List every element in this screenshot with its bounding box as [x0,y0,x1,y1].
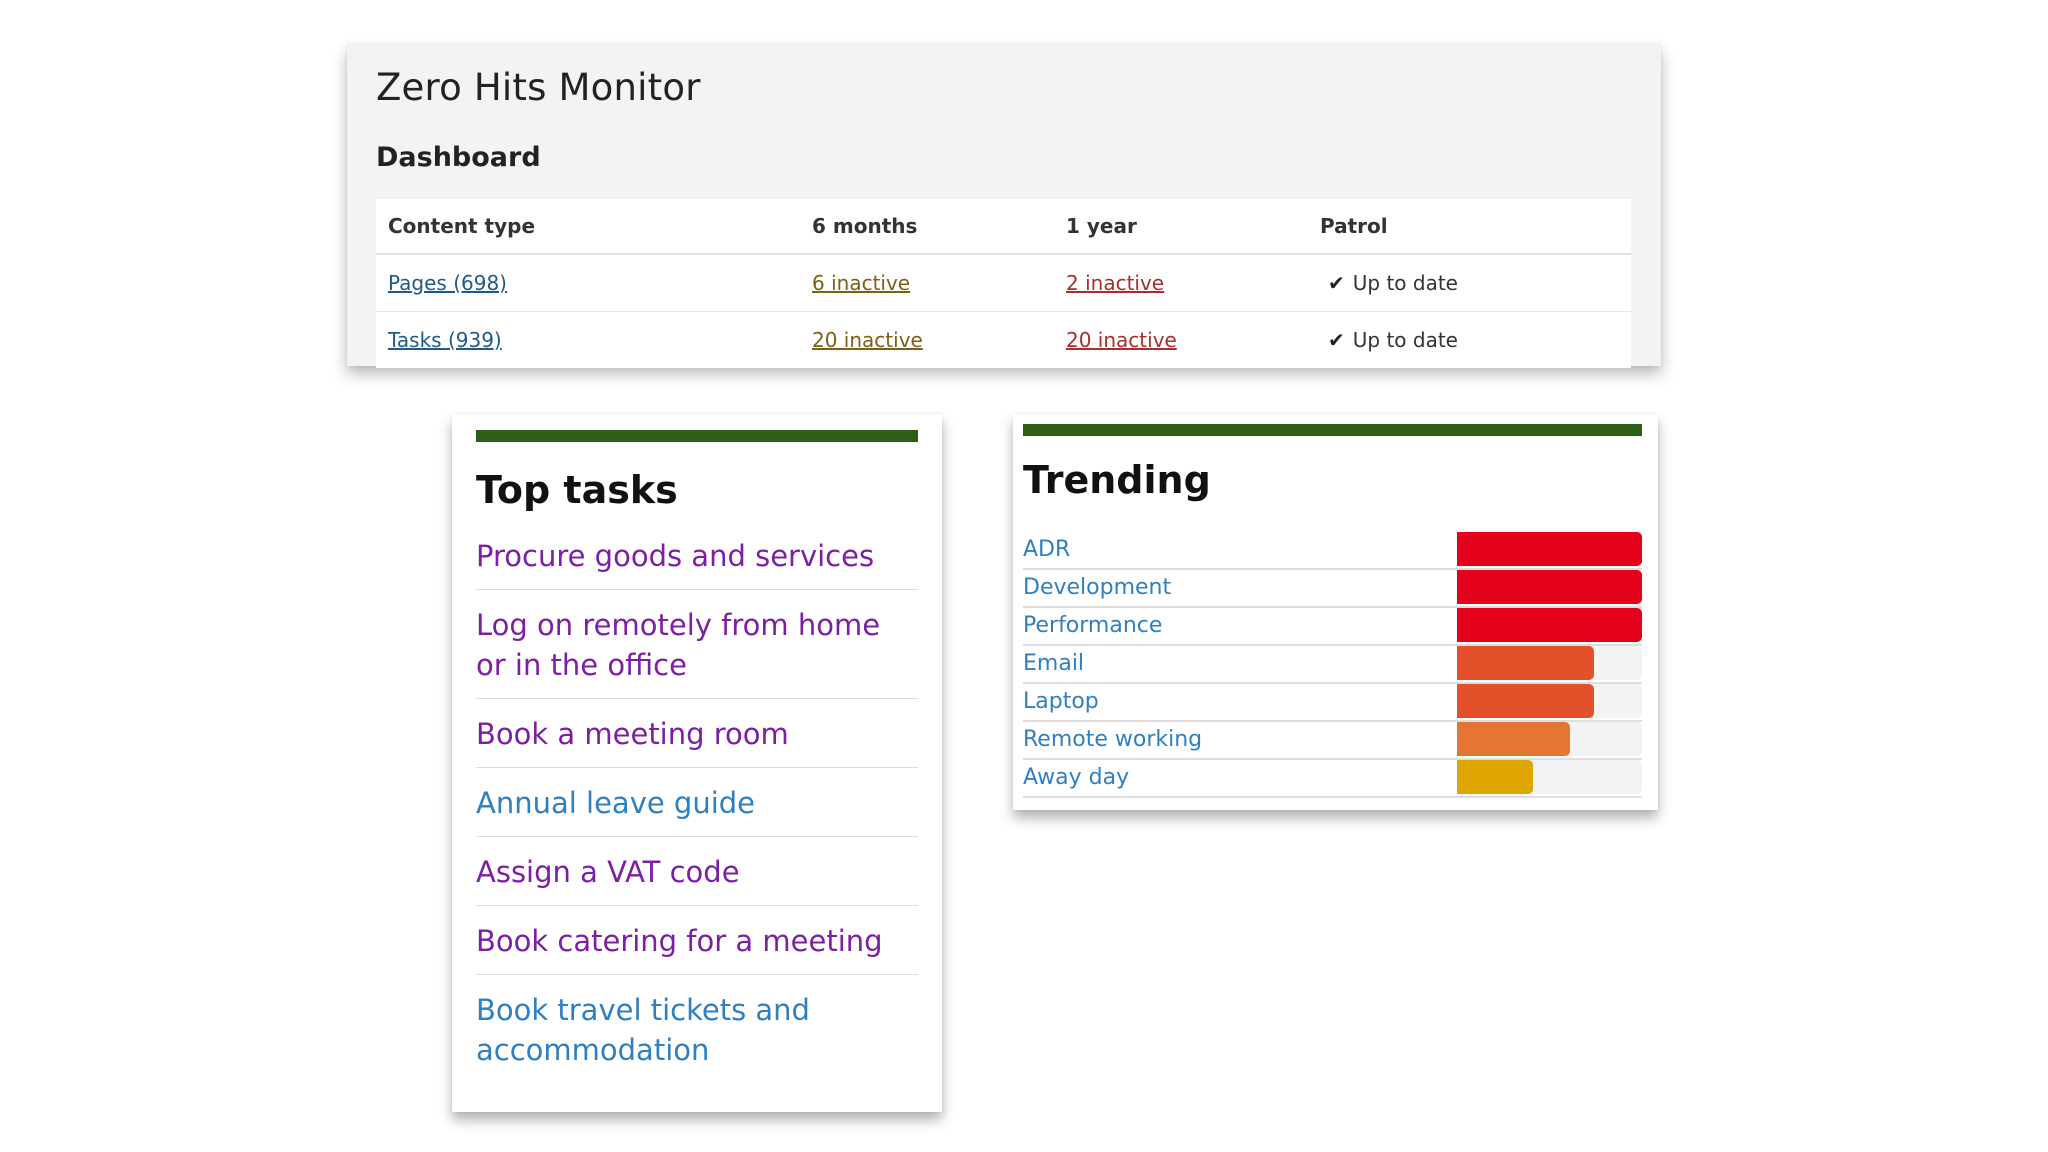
trend-bar-fill [1457,532,1642,566]
dashboard-table: Content type 6 months 1 year Patrol Page… [376,199,1631,368]
pages-6-months-inactive-link[interactable]: 6 inactive [812,271,911,295]
checkmark-icon: ✔ [1328,271,1345,295]
list-item: Assign a VAT code [476,852,918,906]
trend-bar-track [1457,570,1642,604]
trending-topic-link[interactable]: ADR [1023,537,1071,562]
page-title: Zero Hits Monitor [376,66,701,109]
tasks-6-months-inactive-link[interactable]: 20 inactive [812,328,923,352]
trend-bar-fill [1457,722,1570,756]
trending-row: Development [1023,570,1642,608]
one-year-cell: 20 inactive [1054,312,1308,369]
dashboard-subtitle: Dashboard [376,142,541,173]
column-header-6-months: 6 months [800,199,1054,255]
table-row: Pages (698) 6 inactive 2 inactive ✔ Up to… [376,254,1631,312]
trend-bar-track [1457,684,1642,718]
top-task-link[interactable]: Book travel tickets and accommodation [476,993,810,1067]
top-task-link[interactable]: Book a meeting room [476,717,789,751]
column-header-1-year: 1 year [1054,199,1308,255]
trending-row: Performance [1023,608,1642,646]
trend-bar-fill [1457,760,1533,794]
list-item: Procure goods and services [476,536,918,590]
trending-row: ADR [1023,532,1642,570]
top-task-link[interactable]: Log on remotely from home or in the offi… [476,608,881,682]
trending-topic-link[interactable]: Away day [1023,765,1130,790]
trending-row: Email [1023,646,1642,684]
list-item: Annual leave guide [476,783,918,837]
patrol-cell: ✔ Up to date [1308,312,1631,369]
trending-row: Laptop [1023,684,1642,722]
trending-topic-link[interactable]: Laptop [1023,689,1099,714]
trending-topic-link[interactable]: Remote working [1023,727,1203,752]
zero-hits-monitor-card: Zero Hits Monitor Dashboard Content type… [347,44,1661,368]
trend-bar-track [1457,608,1642,642]
top-tasks-accent-bar [476,430,918,442]
six-months-cell: 20 inactive [800,312,1054,369]
table-row: Tasks (939) 20 inactive 20 inactive ✔ Up … [376,312,1631,369]
trend-bar-fill [1457,608,1642,642]
top-task-link[interactable]: Book catering for a meeting [476,924,883,958]
patrol-status: Up to date [1352,271,1458,295]
trend-bar-fill [1457,570,1642,604]
column-header-patrol: Patrol [1308,199,1631,255]
trending-accent-bar [1023,424,1642,436]
list-item: Book travel tickets and accommodation [476,990,918,1083]
pages-link[interactable]: Pages (698) [388,271,507,295]
list-item: Book catering for a meeting [476,921,918,975]
top-tasks-heading: Top tasks [476,468,678,512]
top-tasks-list: Procure goods and services Log on remotel… [476,536,918,1083]
tasks-1-year-inactive-link[interactable]: 20 inactive [1066,328,1177,352]
checkmark-icon: ✔ [1328,328,1345,352]
trend-bar-fill [1457,646,1594,680]
top-task-link[interactable]: Annual leave guide [476,786,756,820]
trending-topic-link[interactable]: Email [1023,651,1085,676]
trend-bar-track [1457,646,1642,680]
trending-list: ADR Development Performance Email Laptop Remo… [1023,532,1642,798]
trending-heading: Trending [1023,458,1211,502]
table-header-row: Content type 6 months 1 year Patrol [376,199,1631,255]
six-months-cell: 6 inactive [800,254,1054,312]
content-type-cell: Tasks (939) [376,312,800,369]
trending-row: Remote working [1023,722,1642,760]
trending-row: Away day [1023,760,1642,798]
column-header-content-type: Content type [376,199,800,255]
list-item: Book a meeting room [476,714,918,768]
list-item: Log on remotely from home or in the offi… [476,605,918,699]
top-task-link[interactable]: Assign a VAT code [476,855,740,889]
trend-bar-track [1457,722,1642,756]
top-tasks-card: Top tasks Procure goods and services Log … [452,414,942,1112]
trend-bar-track [1457,532,1642,566]
trending-topic-link[interactable]: Performance [1023,613,1163,638]
one-year-cell: 2 inactive [1054,254,1308,312]
trending-card: Trending ADR Development Performance Email L… [1013,414,1658,810]
tasks-link[interactable]: Tasks (939) [388,328,502,352]
patrol-cell: ✔ Up to date [1308,254,1631,312]
top-task-link[interactable]: Procure goods and services [476,539,875,573]
trend-bar-track [1457,760,1642,794]
content-type-cell: Pages (698) [376,254,800,312]
pages-1-year-inactive-link[interactable]: 2 inactive [1066,271,1165,295]
patrol-status: Up to date [1352,328,1458,352]
trend-bar-fill [1457,684,1594,718]
trending-topic-link[interactable]: Development [1023,575,1172,600]
